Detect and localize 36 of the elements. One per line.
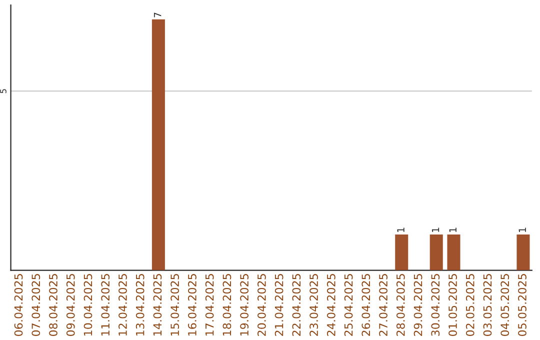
x-tick-label: 30.04.2025 — [431, 274, 440, 336]
x-tick-label: 11.04.2025 — [101, 274, 110, 336]
data-label: 7 — [154, 12, 162, 18]
x-tick-label: 26.04.2025 — [362, 274, 370, 336]
x-tick-label: 24.04.2025 — [326, 274, 336, 336]
x-tick-label: 28.04.2025 — [396, 274, 405, 336]
data-label: 1 — [518, 228, 526, 232]
x-tick-label: 01.05.2025 — [448, 274, 457, 336]
x-tick-label: 25.04.2025 — [344, 274, 353, 336]
x-tick-label: 27.04.2025 — [379, 274, 388, 336]
x-tick-label: 12.04.2025 — [118, 274, 127, 336]
x-tick-label: 19.04.2025 — [240, 274, 249, 336]
x-tick-label: 10.04.2025 — [84, 274, 92, 336]
x-tick-label: 03.05.2025 — [483, 274, 492, 336]
x-tick-label: 17.04.2025 — [205, 274, 214, 336]
x-tick-label: 05.05.2025 — [518, 274, 526, 336]
x-tick-label: 29.04.2025 — [414, 274, 422, 336]
x-tick-label: 23.04.2025 — [310, 274, 318, 336]
x-tick-label: 18.04.2025 — [222, 274, 232, 336]
data-label: 1 — [432, 228, 440, 232]
x-tick-label: 14.04.2025 — [153, 274, 162, 336]
x-tick-label: 22.04.2025 — [292, 274, 301, 336]
x-tick-label: 16.04.2025 — [188, 274, 196, 336]
y-tick-label: 5 — [0, 89, 6, 94]
x-tick-label: 09.04.2025 — [66, 274, 75, 336]
x-tick-label: 21.04.2025 — [274, 274, 284, 336]
x-tick-label: 13.04.2025 — [136, 274, 144, 336]
x-tick-label: 15.04.2025 — [170, 274, 180, 336]
x-tick-label: 02.05.2025 — [466, 274, 474, 336]
x-tick-label: 06.04.2025 — [14, 274, 23, 336]
x-tick-label: 20.04.2025 — [257, 274, 266, 336]
x-tick-label: 04.05.2025 — [500, 274, 510, 336]
data-label: 1 — [397, 228, 404, 232]
x-tick-label: 08.04.2025 — [49, 274, 58, 336]
x-tick-label: 07.04.2025 — [32, 274, 40, 336]
data-label: 1 — [449, 228, 456, 232]
